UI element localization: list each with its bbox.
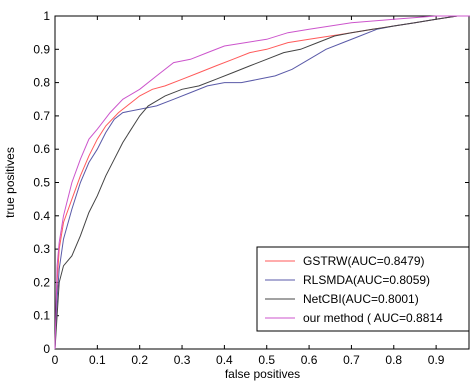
series-layer (54, 15, 470, 350)
x-axis-title: false positives (225, 367, 300, 381)
x-tick-label: 0.3 (174, 353, 191, 367)
legend: GSTRW(AUC=0.8479) RLSMDA(AUC=0.8059) NetCB… (256, 246, 470, 332)
series-line-2 (54, 15, 470, 350)
series-line-3 (54, 15, 470, 350)
x-tick-label: 0.5 (258, 353, 275, 367)
y-tick-label: 0.6 (33, 142, 50, 156)
x-tick-label: 0.4 (216, 353, 233, 367)
x-tick-label: 0.6 (301, 353, 318, 367)
y-tick-label: 0.4 (33, 209, 50, 223)
y-axis-title: true positives (3, 147, 17, 218)
x-tick-label: 0.2 (131, 353, 148, 367)
y-tick-label: 0.1 (33, 309, 50, 323)
series-line-4 (54, 15, 470, 350)
x-tick-label: 0 (52, 353, 59, 367)
y-tick-label: 0.2 (33, 275, 50, 289)
x-tick-label: 0.7 (343, 353, 360, 367)
legend-label-3: NetCBI(AUC=0.8001) (303, 292, 419, 306)
x-tick-label: 0.8 (385, 353, 402, 367)
x-tick-label: 0.9 (428, 353, 445, 367)
legend-label-2: RLSMDA(AUC=0.8059) (303, 273, 430, 287)
y-tick-label: 0 (43, 342, 50, 356)
y-tick-label: 1 (43, 9, 50, 23)
y-tick-label: 0.8 (33, 76, 50, 90)
x-tick-label: 0.1 (89, 353, 106, 367)
legend-label-1: GSTRW(AUC=0.8479) (303, 254, 424, 268)
y-tick-label: 0.5 (33, 176, 50, 190)
y-tick-label: 0.7 (33, 109, 50, 123)
y-tick-label: 0.3 (33, 242, 50, 256)
y-tick-label: 0.9 (33, 42, 50, 56)
legend-label-4: our method ( AUC=0.8814 (303, 311, 443, 325)
